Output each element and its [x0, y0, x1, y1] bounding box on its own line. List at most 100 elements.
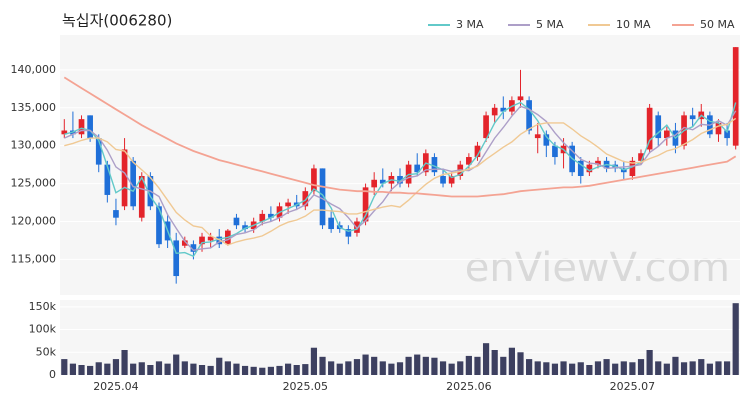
volume-bar — [259, 367, 266, 375]
candle-body — [466, 157, 472, 165]
volume-bar — [396, 362, 404, 375]
candle-body — [87, 115, 93, 139]
volume-bar — [448, 363, 455, 375]
volume-bar — [328, 361, 335, 375]
y-tick-label: 0 — [49, 368, 56, 381]
candle-body — [646, 107, 653, 150]
candle-body — [577, 160, 584, 176]
volume-bar — [594, 361, 602, 375]
x-tick-label: 2025.06 — [446, 380, 492, 393]
candle-body — [397, 175, 403, 184]
candle-body — [95, 138, 102, 165]
candle-body — [663, 130, 670, 139]
candle-body — [311, 168, 317, 192]
candle-body — [328, 217, 334, 230]
price-plot — [60, 35, 740, 295]
volume-bar — [422, 356, 429, 375]
candle-body — [379, 179, 386, 184]
volume-bar — [405, 356, 412, 375]
volume-bar — [319, 356, 326, 375]
volume-bar — [216, 357, 223, 375]
candle-body — [78, 119, 85, 135]
y-tick-label: 150k — [29, 300, 57, 313]
candle-body — [431, 157, 438, 173]
volume-bar — [706, 363, 713, 375]
volume-bar — [655, 361, 662, 375]
volume-bar — [482, 343, 490, 375]
volume-bar — [612, 363, 619, 375]
candle-body — [302, 191, 309, 207]
y-tick-label: 130,000 — [11, 139, 57, 152]
volume-bar — [663, 363, 670, 375]
volume-bar — [543, 362, 550, 375]
volume-bar — [276, 365, 283, 375]
volume-bar — [285, 363, 292, 375]
candle-body — [156, 206, 162, 245]
x-tick-label: 2025.04 — [93, 380, 139, 393]
volume-bar — [112, 359, 120, 375]
volume-bar — [439, 361, 447, 375]
candle-body — [138, 175, 145, 218]
volume-bar — [121, 350, 128, 375]
y-tick-label: 100k — [29, 323, 57, 336]
volume-bar — [689, 361, 696, 375]
candle-body — [130, 160, 137, 207]
candle-body — [500, 107, 507, 112]
volume-bar — [61, 359, 68, 375]
volume-bar — [629, 362, 636, 375]
candle-body — [259, 213, 266, 222]
candle-body — [595, 160, 601, 165]
candle-body — [689, 115, 696, 120]
volume-bar — [586, 365, 593, 375]
volume-bar — [560, 361, 567, 375]
volume-bar — [672, 356, 679, 375]
candle-body — [440, 175, 446, 184]
volume-bar — [534, 361, 541, 375]
candle-body — [552, 145, 558, 158]
candle-body — [715, 122, 722, 135]
candle-body — [483, 115, 489, 139]
volume-bar — [680, 362, 688, 375]
candle-body — [104, 164, 111, 195]
candle-body — [319, 168, 326, 226]
y-tick-label: 125,000 — [11, 177, 57, 190]
y-tick-label: 135,000 — [11, 101, 57, 114]
candle-body — [345, 229, 352, 237]
candle-body — [732, 47, 739, 146]
volume-bar — [457, 361, 464, 375]
candle-body — [113, 210, 119, 218]
candle-body — [526, 100, 532, 131]
volume-bar — [345, 361, 352, 375]
volume-bar — [207, 365, 214, 375]
volume-bar — [267, 366, 274, 375]
candle-body — [474, 145, 481, 158]
candle-body — [121, 149, 128, 207]
volume-bar — [474, 356, 481, 375]
chart-title: 녹십자(006280) — [62, 12, 172, 30]
volume-bar — [500, 356, 507, 375]
volume-bar — [336, 363, 343, 375]
candle-body — [534, 134, 541, 139]
volume-bar — [69, 363, 77, 375]
x-tick-label: 2025.05 — [283, 380, 329, 393]
volume-bar — [190, 363, 197, 375]
volume-bar — [362, 354, 369, 375]
volume-bar — [431, 357, 438, 375]
volume-bar — [551, 363, 559, 375]
volume-bar — [646, 350, 653, 375]
volume-bar — [379, 361, 386, 375]
candle-body — [655, 115, 662, 139]
candle-body — [199, 236, 205, 245]
candle-body — [543, 134, 550, 146]
candle-body — [61, 130, 68, 135]
volume-bar — [310, 347, 318, 375]
volume-bar — [250, 366, 257, 375]
volume-bar — [577, 362, 584, 375]
ma-line — [64, 117, 737, 246]
volume-bar — [224, 361, 231, 375]
volume-bar — [491, 350, 498, 375]
volume-bar — [698, 359, 705, 375]
candle-body — [517, 96, 524, 101]
candle-body — [233, 217, 240, 226]
